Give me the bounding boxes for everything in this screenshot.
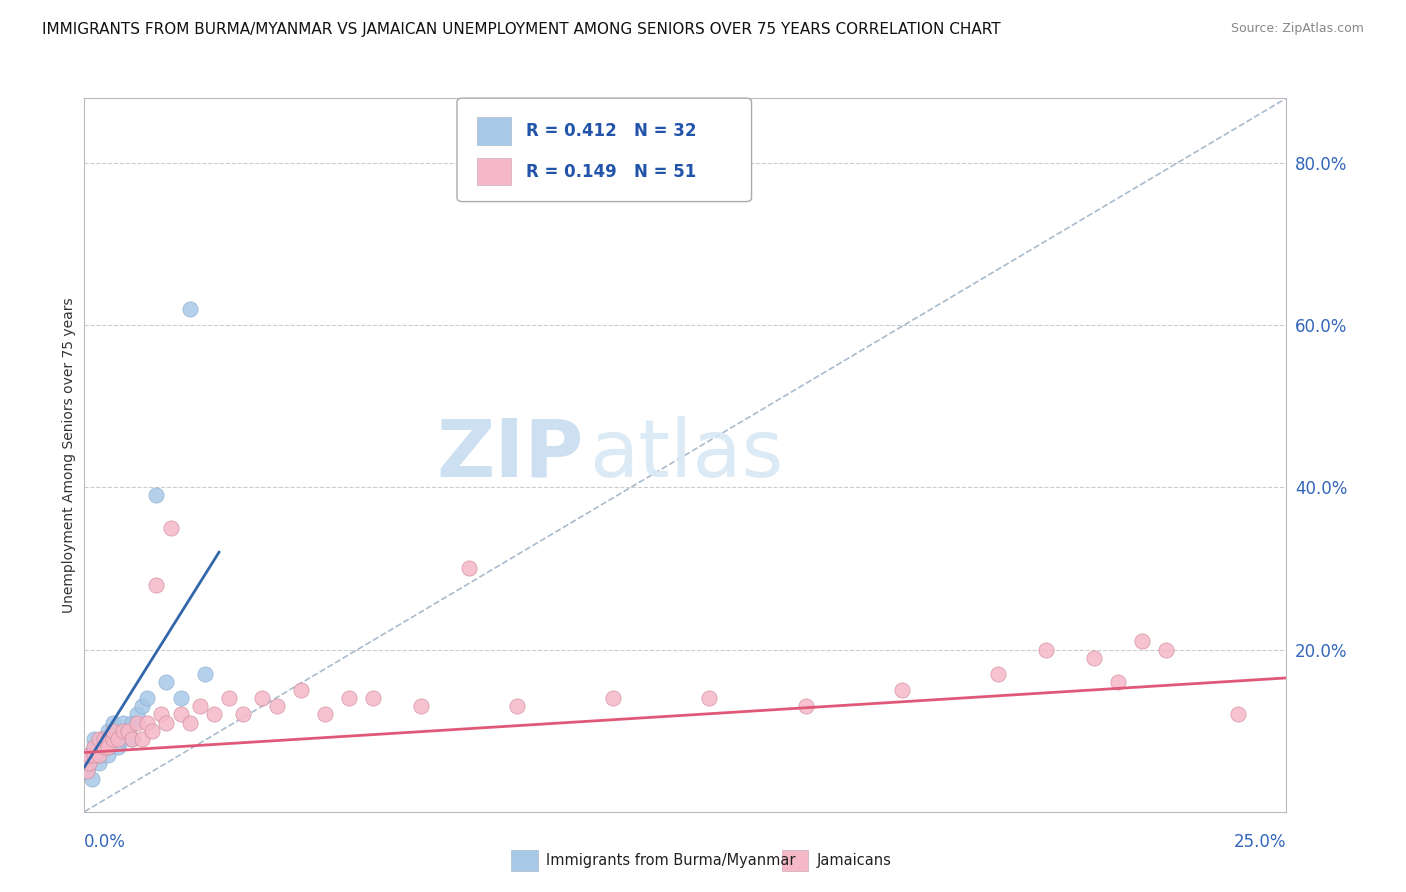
Point — [83, 747, 105, 762]
Point — [266, 699, 288, 714]
Point — [160, 521, 183, 535]
Point — [76, 764, 98, 779]
Point — [141, 723, 163, 738]
Text: Jamaicans: Jamaicans — [817, 853, 891, 868]
Point — [127, 715, 149, 730]
Point — [103, 723, 125, 738]
Point — [87, 731, 110, 746]
Text: R = 0.149   N = 51: R = 0.149 N = 51 — [526, 162, 696, 180]
Bar — [512, 849, 537, 871]
Point — [97, 739, 120, 754]
Point — [890, 683, 912, 698]
Text: 25.0%: 25.0% — [1234, 833, 1286, 851]
Point — [1083, 650, 1105, 665]
Point — [135, 691, 157, 706]
Point — [361, 691, 384, 706]
Point — [155, 715, 177, 730]
Bar — [478, 118, 512, 145]
Point — [107, 723, 129, 738]
Bar — [478, 158, 512, 186]
Text: R = 0.412   N = 32: R = 0.412 N = 32 — [526, 122, 696, 140]
Point — [83, 739, 105, 754]
Point — [150, 707, 173, 722]
Point — [337, 691, 360, 706]
Point — [93, 739, 115, 754]
Point — [77, 747, 100, 762]
Point — [1035, 642, 1057, 657]
Point — [93, 739, 115, 754]
Point — [794, 699, 817, 714]
Point — [145, 488, 167, 502]
Point — [77, 756, 100, 770]
Point — [127, 707, 149, 722]
Point — [121, 715, 143, 730]
Point — [145, 577, 167, 591]
Point — [131, 699, 153, 714]
Point — [506, 699, 529, 714]
Point — [290, 683, 312, 698]
Text: Immigrants from Burma/Myanmar: Immigrants from Burma/Myanmar — [546, 853, 796, 868]
Point — [117, 723, 139, 738]
Point — [1156, 642, 1178, 657]
Text: ZIP: ZIP — [436, 416, 583, 494]
Point — [97, 747, 120, 762]
Point — [87, 739, 110, 754]
Point — [107, 731, 129, 746]
Point — [93, 731, 115, 746]
Point — [83, 747, 105, 762]
Point — [107, 739, 129, 754]
Point — [103, 715, 125, 730]
Point — [1107, 675, 1129, 690]
Point — [97, 739, 120, 754]
Point — [117, 723, 139, 738]
Point — [103, 731, 125, 746]
Point — [314, 707, 336, 722]
Point — [80, 772, 103, 787]
Text: atlas: atlas — [589, 416, 783, 494]
Point — [121, 731, 143, 746]
Point — [77, 747, 100, 762]
Point — [602, 691, 624, 706]
Point — [103, 731, 125, 746]
Point — [77, 756, 100, 770]
Point — [218, 691, 240, 706]
Point — [121, 731, 143, 746]
Point — [135, 715, 157, 730]
Point — [111, 715, 134, 730]
Point — [87, 747, 110, 762]
Point — [87, 756, 110, 770]
Point — [93, 731, 115, 746]
FancyBboxPatch shape — [457, 98, 752, 202]
Point — [97, 731, 120, 746]
Point — [1227, 707, 1250, 722]
Point — [252, 691, 274, 706]
Text: Source: ZipAtlas.com: Source: ZipAtlas.com — [1230, 22, 1364, 36]
Text: IMMIGRANTS FROM BURMA/MYANMAR VS JAMAICAN UNEMPLOYMENT AMONG SENIORS OVER 75 YEA: IMMIGRANTS FROM BURMA/MYANMAR VS JAMAICA… — [42, 22, 1001, 37]
Point — [76, 764, 98, 779]
Point — [83, 739, 105, 754]
Point — [1130, 634, 1153, 648]
Point — [458, 561, 481, 575]
Point — [179, 715, 201, 730]
Point — [179, 301, 201, 316]
Point — [131, 731, 153, 746]
Point — [97, 723, 120, 738]
Point — [202, 707, 225, 722]
Point — [169, 691, 191, 706]
Point — [111, 731, 134, 746]
Point — [188, 699, 211, 714]
Bar — [782, 849, 808, 871]
Text: 0.0%: 0.0% — [84, 833, 127, 851]
Point — [699, 691, 721, 706]
Point — [155, 675, 177, 690]
Point — [194, 666, 217, 681]
Point — [87, 747, 110, 762]
Point — [111, 723, 134, 738]
Point — [83, 731, 105, 746]
Point — [169, 707, 191, 722]
Point — [409, 699, 432, 714]
Point — [987, 666, 1010, 681]
Point — [232, 707, 254, 722]
Y-axis label: Unemployment Among Seniors over 75 years: Unemployment Among Seniors over 75 years — [62, 297, 76, 613]
